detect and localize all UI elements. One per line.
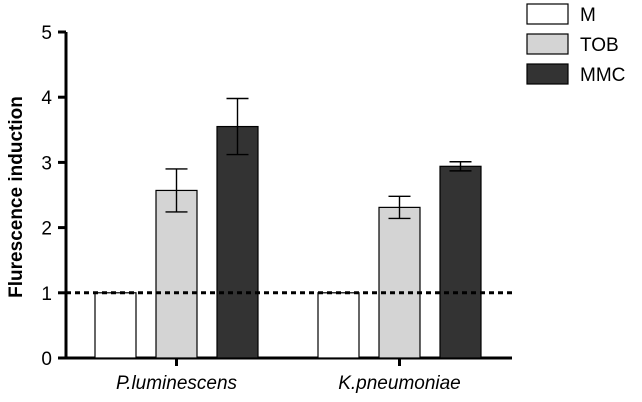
bar-tob-0 (155, 189, 198, 359)
legend-swatch-mmc (526, 63, 569, 85)
bars (94, 125, 482, 359)
y-tick-label: 2 (41, 219, 52, 240)
bar-mmc-1 (439, 165, 482, 359)
legend-label-tob: TOB (580, 35, 619, 56)
y-tick-label: 5 (41, 23, 52, 44)
bar-tob-1 (378, 206, 421, 359)
error-bars (165, 97, 472, 220)
bar-mmc-0 (216, 125, 259, 359)
legend-swatch-m (526, 3, 569, 25)
y-tick-label: 3 (41, 153, 52, 174)
y-tick-label: 1 (41, 284, 52, 305)
y-axis-title: Flurescence induction (6, 96, 27, 298)
x-axis-group: P.luminescens K.pneumoniae (65, 356, 512, 394)
y-axis-group: 0 1 2 3 4 5 (41, 23, 68, 370)
x-category-label: P.luminescens (116, 373, 238, 394)
legend-label-mmc: MMC (580, 65, 625, 86)
y-ticks: 0 1 2 3 4 5 (41, 23, 66, 370)
y-tick-label: 4 (41, 88, 52, 109)
legend: M TOB MMC (526, 3, 625, 86)
bar-m-1 (317, 292, 360, 359)
bar-m-0 (94, 292, 137, 359)
x-category-label: K.pneumoniae (338, 373, 461, 394)
x-category-labels: P.luminescens K.pneumoniae (116, 358, 461, 394)
y-tick-label: 0 (41, 349, 52, 370)
legend-label-m: M (580, 5, 596, 26)
legend-swatch-tob (526, 33, 569, 55)
